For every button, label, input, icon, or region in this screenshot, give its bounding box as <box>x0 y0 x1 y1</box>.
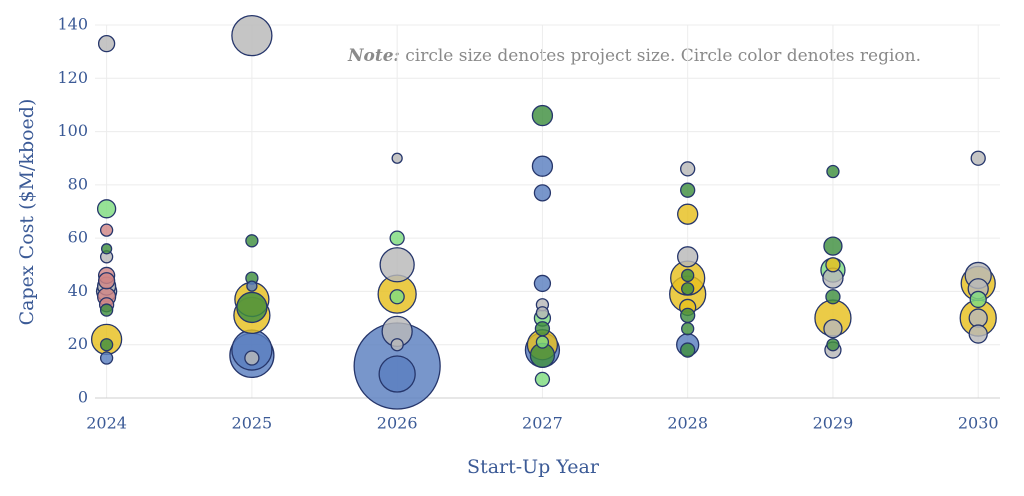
bubble <box>99 303 114 317</box>
x-tick-label: 2029 <box>813 414 854 433</box>
y-tick-label: 0 <box>78 388 88 407</box>
bubble <box>680 307 696 324</box>
bubble <box>533 274 552 293</box>
bubble <box>680 342 696 358</box>
bubble <box>231 15 273 57</box>
bubble <box>389 289 405 305</box>
note-text: circle size denotes project size. Circle… <box>400 46 921 66</box>
bubble <box>390 338 404 352</box>
bubble <box>823 236 843 256</box>
bubble <box>389 230 405 246</box>
bubble <box>245 234 259 248</box>
y-axis-label: Capex Cost ($M/kboed) <box>16 99 38 326</box>
bubble <box>968 324 988 344</box>
y-tick-label: 100 <box>57 121 88 140</box>
bubble <box>100 243 113 255</box>
bubbles <box>90 15 997 410</box>
bubble <box>534 321 551 337</box>
bubble <box>969 290 987 309</box>
bubble <box>391 152 403 164</box>
bubble <box>534 371 551 388</box>
bubble <box>823 319 843 339</box>
x-tick-label: 2027 <box>522 414 563 433</box>
bubble <box>99 223 114 237</box>
bubble <box>825 289 841 305</box>
bubble <box>99 338 114 352</box>
y-tick-label: 120 <box>57 68 88 87</box>
bubble <box>535 335 550 349</box>
y-tick-label: 60 <box>68 228 88 247</box>
bubble <box>535 306 550 320</box>
x-tick-label: 2026 <box>377 414 418 433</box>
bubble <box>97 35 116 53</box>
bubble <box>531 155 554 177</box>
note: Note: circle size denotes project size. … <box>347 46 921 66</box>
x-tick-label: 2030 <box>958 414 999 433</box>
x-tick-label: 2024 <box>86 414 127 433</box>
y-tick-label: 40 <box>68 281 88 300</box>
bubble <box>533 184 552 202</box>
bubble <box>826 338 840 352</box>
bubble <box>681 268 695 283</box>
bubble <box>680 182 696 198</box>
bubble <box>236 291 268 324</box>
bubble <box>378 355 416 393</box>
bubble <box>246 280 258 292</box>
bubble <box>97 272 116 290</box>
y-tick-label: 80 <box>68 174 88 193</box>
x-tick-label: 2028 <box>667 414 708 433</box>
bubble <box>99 351 114 365</box>
bubble <box>96 199 117 219</box>
y-tick-label: 20 <box>68 334 88 353</box>
bubble <box>681 282 695 296</box>
bubble <box>681 322 695 336</box>
bubble <box>825 257 841 273</box>
bubble <box>677 246 699 268</box>
bubble <box>531 104 554 127</box>
bubble <box>968 308 988 328</box>
y-tick-label: 140 <box>57 15 88 34</box>
bubble <box>826 164 840 179</box>
bubble <box>244 350 260 366</box>
bubble <box>379 247 415 283</box>
bubble <box>677 203 699 225</box>
x-tick-label: 2025 <box>232 414 273 433</box>
bubble <box>970 150 986 166</box>
bubble <box>680 161 696 177</box>
note-label: Note: <box>347 46 400 66</box>
x-axis-label: Start-Up Year <box>467 456 600 478</box>
